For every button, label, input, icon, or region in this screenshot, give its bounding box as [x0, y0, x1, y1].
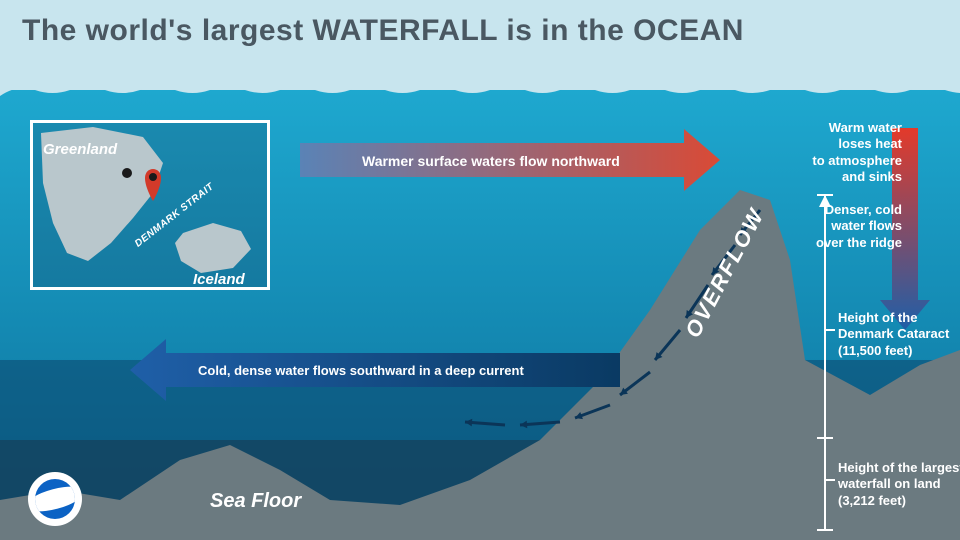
noaa-logo-icon: NOAA [28, 472, 82, 526]
page-title: The world's largest WATERFALL is in the … [22, 14, 744, 48]
seafloor-label: Sea Floor [210, 490, 301, 513]
warm-sink-label: Warm water loses heat to atmosphere and … [812, 120, 902, 185]
cataract-height-label: Height of the Denmark Cataract (11,500 f… [838, 310, 949, 359]
warm-arrow-label: Warmer surface waters flow northward [362, 153, 620, 169]
greenland-label: Greenland [43, 141, 117, 158]
infographic-canvas: The world's largest WATERFALL is in the … [0, 0, 960, 540]
cold-arrow-label: Cold, dense water flows southward in a d… [198, 363, 524, 378]
iceland-shape [175, 223, 251, 273]
iceland-label: Iceland [193, 271, 245, 288]
land-waterfall-height-label: Height of the largest waterfall on land … [838, 460, 960, 509]
map-inset: Greenland Iceland DENMARK STRAIT [30, 120, 270, 290]
dense-flow-label: Denser, cold water flows over the ridge [816, 202, 902, 251]
